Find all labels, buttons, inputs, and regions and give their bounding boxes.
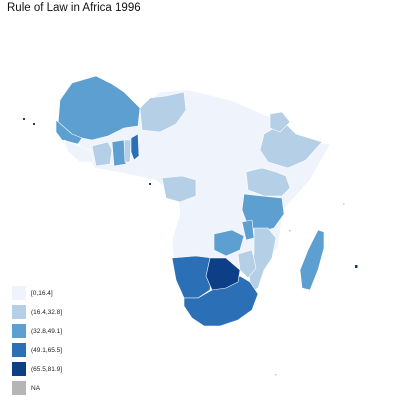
legend-item: (65.5,81.9] bbox=[12, 361, 62, 377]
legend-label: [0,16.4] bbox=[31, 290, 53, 297]
legend: [0,16.4] (16.4,32.8] (32.8,49.1] (49.1,6… bbox=[12, 285, 62, 399]
legend-item: (16.4,32.8] bbox=[12, 304, 62, 320]
region-central-africa bbox=[162, 176, 196, 202]
region-sao-tome bbox=[149, 183, 151, 185]
region-cape-verde bbox=[23, 118, 25, 120]
legend-item: [0,16.4] bbox=[12, 285, 62, 301]
legend-label: (16.4,32.8] bbox=[31, 309, 62, 316]
legend-swatch bbox=[12, 381, 26, 395]
legend-swatch bbox=[12, 286, 26, 300]
legend-label: (49.1,65.5] bbox=[31, 347, 62, 354]
region-namibia bbox=[172, 256, 212, 298]
region-comoros bbox=[289, 230, 291, 232]
legend-swatch bbox=[12, 305, 26, 319]
region-madagascar bbox=[300, 230, 324, 290]
region-ivory-coast bbox=[92, 142, 112, 166]
region-cape-verde-2 bbox=[33, 123, 35, 125]
legend-label: NA bbox=[31, 385, 40, 392]
region-benin bbox=[124, 140, 131, 162]
region-mauritius bbox=[355, 265, 358, 268]
legend-swatch bbox=[12, 343, 26, 357]
legend-item: NA bbox=[12, 380, 62, 396]
region-seychelles bbox=[343, 203, 345, 205]
legend-swatch bbox=[12, 362, 26, 376]
legend-item: (32.8,49.1] bbox=[12, 323, 62, 339]
legend-swatch bbox=[12, 324, 26, 338]
region-st-helena bbox=[275, 374, 277, 376]
legend-label: (32.8,49.1] bbox=[31, 328, 62, 335]
legend-item: (49.1,65.5] bbox=[12, 342, 62, 358]
legend-label: (65.5,81.9] bbox=[31, 366, 62, 373]
